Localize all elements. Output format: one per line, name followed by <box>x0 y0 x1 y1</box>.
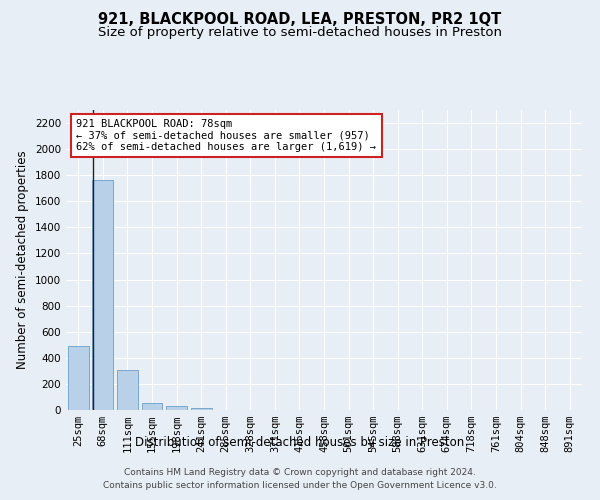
Text: 921, BLACKPOOL ROAD, LEA, PRESTON, PR2 1QT: 921, BLACKPOOL ROAD, LEA, PRESTON, PR2 1… <box>98 12 502 28</box>
Bar <box>166 406 187 410</box>
Bar <box>92 180 113 410</box>
Bar <box>191 408 212 410</box>
Bar <box>142 403 163 410</box>
Bar <box>117 370 138 410</box>
Y-axis label: Number of semi-detached properties: Number of semi-detached properties <box>16 150 29 370</box>
Text: Size of property relative to semi-detached houses in Preston: Size of property relative to semi-detach… <box>98 26 502 39</box>
Text: Contains public sector information licensed under the Open Government Licence v3: Contains public sector information licen… <box>103 480 497 490</box>
Text: Contains HM Land Registry data © Crown copyright and database right 2024.: Contains HM Land Registry data © Crown c… <box>124 468 476 477</box>
Text: Distribution of semi-detached houses by size in Preston: Distribution of semi-detached houses by … <box>136 436 464 449</box>
Bar <box>68 346 89 410</box>
Text: 921 BLACKPOOL ROAD: 78sqm
← 37% of semi-detached houses are smaller (957)
62% of: 921 BLACKPOOL ROAD: 78sqm ← 37% of semi-… <box>76 119 376 152</box>
